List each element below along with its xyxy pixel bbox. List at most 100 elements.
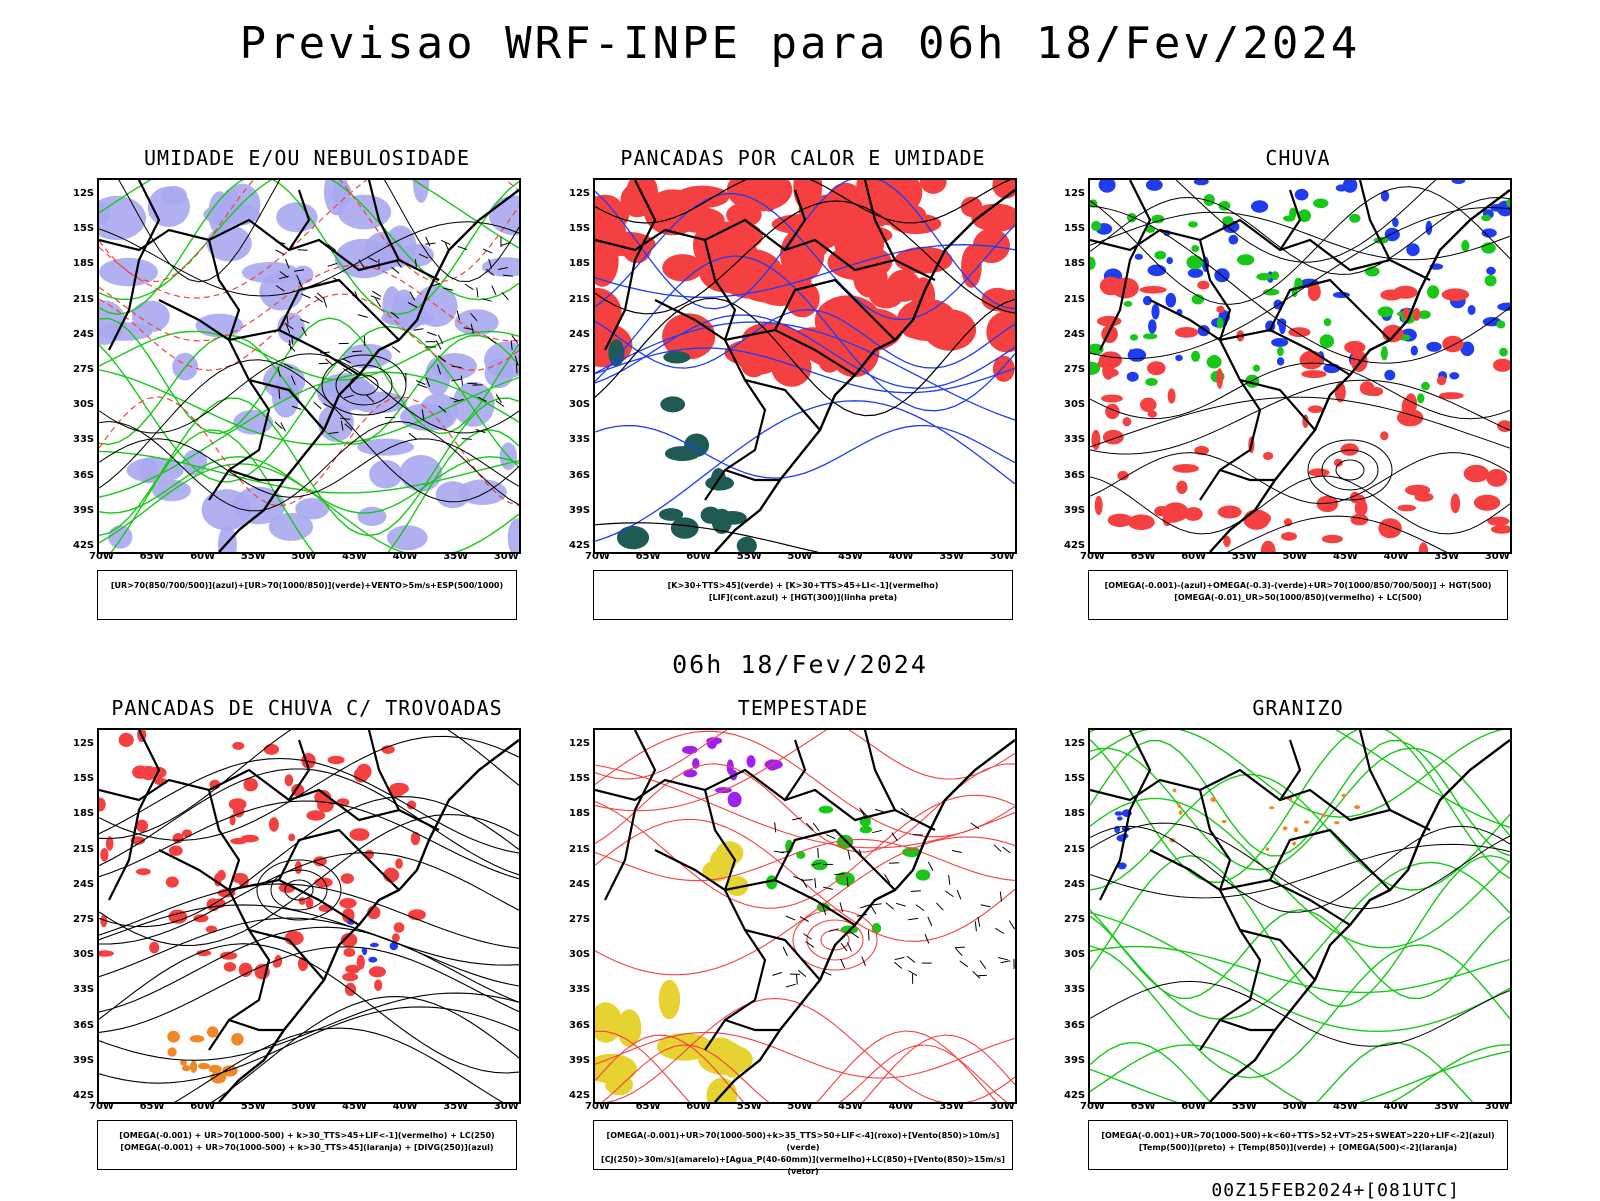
- map-canvas: [595, 730, 1015, 1102]
- longitude-label: 65W: [636, 1101, 661, 1112]
- longitude-label: 40W: [1384, 551, 1409, 562]
- longitude-label: 40W: [1384, 1101, 1409, 1112]
- longitude-label: 65W: [636, 551, 661, 562]
- latitude-label: 30S: [1064, 949, 1085, 960]
- latitude-label: 42S: [73, 1090, 94, 1101]
- longitude-label: 55W: [737, 551, 762, 562]
- latitude-label: 12S: [73, 738, 94, 749]
- longitude-label: 35W: [939, 1101, 964, 1112]
- latitude-label: 24S: [569, 329, 590, 340]
- latitude-label: 27S: [1064, 364, 1085, 375]
- panel-title: PANCADAS DE CHUVA C/ TROVOADAS: [77, 696, 537, 720]
- latitude-label: 21S: [73, 294, 94, 305]
- longitude-label: 50W: [1282, 1101, 1307, 1112]
- map-canvas: [1090, 730, 1510, 1102]
- latitude-label: 33S: [73, 984, 94, 995]
- latitude-label: 12S: [569, 188, 590, 199]
- latitude-label: 30S: [73, 399, 94, 410]
- latitude-label: 18S: [1064, 258, 1085, 269]
- longitude-label: 60W: [1181, 1101, 1206, 1112]
- longitude-label: 40W: [889, 1101, 914, 1112]
- latitude-label: 12S: [569, 738, 590, 749]
- panel-title: UMIDADE E/OU NEBULOSIDADE: [77, 146, 537, 170]
- latitude-label: 39S: [569, 1055, 590, 1066]
- forecast-map: [1088, 178, 1512, 554]
- panel-legend: [OMEGA(-0.001)+UR>70(1000-500)+k<60+TTS>…: [1088, 1120, 1508, 1170]
- latitude-label: 15S: [1064, 773, 1085, 784]
- latitude-label: 39S: [1064, 505, 1085, 516]
- panel-legend: [OMEGA(-0.001) + UR>70(1000-500) + k>30_…: [97, 1120, 517, 1170]
- longitude-label: 35W: [443, 551, 468, 562]
- latitude-label: 42S: [1064, 540, 1085, 551]
- latitude-label: 42S: [1064, 1090, 1085, 1101]
- panel-title: CHUVA: [1068, 146, 1528, 170]
- longitude-label: 60W: [190, 1101, 215, 1112]
- longitude-label: 70W: [585, 1101, 610, 1112]
- map-canvas: [99, 730, 519, 1102]
- latitude-label: 18S: [569, 808, 590, 819]
- map-canvas: [1090, 180, 1510, 552]
- latitude-label: 36S: [73, 1020, 94, 1031]
- longitude-label: 35W: [443, 1101, 468, 1112]
- longitude-label: 60W: [1181, 551, 1206, 562]
- longitude-label: 55W: [1232, 551, 1257, 562]
- latitude-label: 24S: [1064, 329, 1085, 340]
- latitude-label: 15S: [569, 223, 590, 234]
- latitude-label: 24S: [1064, 879, 1085, 890]
- latitude-label: 33S: [569, 984, 590, 995]
- longitude-label: 60W: [686, 1101, 711, 1112]
- latitude-label: 36S: [1064, 470, 1085, 481]
- longitude-label: 65W: [1131, 551, 1156, 562]
- latitude-label: 39S: [73, 1055, 94, 1066]
- latitude-label: 24S: [73, 879, 94, 890]
- legend-line: [UR>70(850/700/500)](azul)+[UR>70(1000/8…: [98, 580, 516, 592]
- latitude-label: 21S: [1064, 844, 1085, 855]
- latitude-label: 33S: [1064, 984, 1085, 995]
- valid-time-title: 06h 18/Fev/2024: [0, 650, 1600, 679]
- run-timestamp: 00Z15FEB2024+[081UTC]: [1211, 1180, 1460, 1201]
- panel-title: GRANIZO: [1068, 696, 1528, 720]
- latitude-label: 15S: [1064, 223, 1085, 234]
- longitude-label: 45W: [838, 1101, 863, 1112]
- latitude-label: 36S: [73, 470, 94, 481]
- longitude-label: 55W: [737, 1101, 762, 1112]
- longitude-label: 70W: [1080, 1101, 1105, 1112]
- latitude-label: 12S: [1064, 738, 1085, 749]
- longitude-label: 30W: [494, 551, 519, 562]
- latitude-label: 42S: [73, 540, 94, 551]
- legend-line: [K>30+TTS>45](verde) + [K>30+TTS>45+LI<-…: [594, 580, 1012, 592]
- legend-line: [OMEGA(-0.001) + UR>70(1000-500) + k>30_…: [98, 1142, 516, 1154]
- latitude-label: 27S: [569, 914, 590, 925]
- latitude-label: 39S: [569, 505, 590, 516]
- longitude-label: 50W: [787, 551, 812, 562]
- latitude-label: 12S: [73, 188, 94, 199]
- panel-legend: [K>30+TTS>45](verde) + [K>30+TTS>45+LI<-…: [593, 570, 1013, 620]
- longitude-label: 45W: [838, 551, 863, 562]
- longitude-label: 35W: [1434, 551, 1459, 562]
- longitude-label: 45W: [1333, 1101, 1358, 1112]
- latitude-label: 30S: [73, 949, 94, 960]
- panel-legend: [OMEGA(-0.001)+UR>70(1000-500)+k>35_TTS>…: [593, 1120, 1013, 1170]
- latitude-label: 27S: [73, 364, 94, 375]
- longitude-label: 55W: [241, 551, 266, 562]
- longitude-label: 50W: [787, 1101, 812, 1112]
- longitude-label: 45W: [342, 551, 367, 562]
- longitude-label: 50W: [291, 1101, 316, 1112]
- longitude-label: 65W: [140, 551, 165, 562]
- latitude-label: 42S: [569, 1090, 590, 1101]
- panel-legend: [UR>70(850/700/500)](azul)+[UR>70(1000/8…: [97, 570, 517, 620]
- latitude-label: 24S: [73, 329, 94, 340]
- forecast-map: [593, 728, 1017, 1104]
- longitude-label: 35W: [939, 551, 964, 562]
- latitude-label: 30S: [569, 399, 590, 410]
- panel-legend: [OMEGA(-0.001)-(azul)+OMEGA(-0.3)-(verde…: [1088, 570, 1508, 620]
- longitude-label: 40W: [889, 551, 914, 562]
- legend-line: [CJ(250)>30m/s](amarelo)+[Agua_P(40-60mm…: [594, 1154, 1012, 1178]
- latitude-label: 27S: [569, 364, 590, 375]
- latitude-label: 27S: [73, 914, 94, 925]
- forecast-map: [1088, 728, 1512, 1104]
- longitude-label: 70W: [89, 551, 114, 562]
- main-title: Previsao WRF-INPE para 06h 18/Fev/2024: [0, 18, 1600, 69]
- latitude-label: 21S: [569, 294, 590, 305]
- longitude-label: 60W: [190, 551, 215, 562]
